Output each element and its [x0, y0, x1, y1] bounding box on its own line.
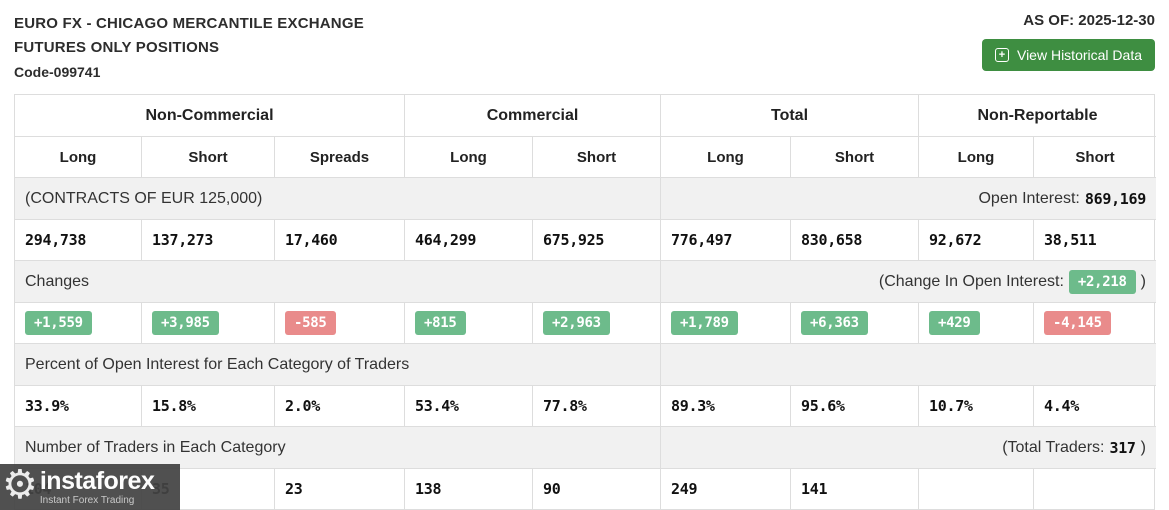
- change-cell: +1,559: [15, 302, 141, 343]
- change-badge-t-long: +1,789: [671, 311, 738, 335]
- position-nc-long: 294,738: [15, 219, 141, 260]
- col-header-t-short: Short: [790, 136, 918, 177]
- watermark-brand: instaforex: [39, 466, 155, 495]
- position-nc-spreads: 17,460: [274, 219, 404, 260]
- contracts-label: (CONTRACTS OF EUR 125,000): [15, 177, 660, 219]
- group-header-non-reportable: Non-Reportable: [918, 95, 1156, 136]
- change-badge-nc-long: +1,559: [25, 311, 92, 335]
- view-historical-data-label: View Historical Data: [1016, 47, 1142, 63]
- open-interest-value: 869,169: [1084, 189, 1146, 208]
- change-badge-nc-spreads: -585: [285, 311, 336, 335]
- traders-t-long: 249: [660, 468, 790, 509]
- col-header-c-short: Short: [532, 136, 660, 177]
- position-t-long: 776,497: [660, 219, 790, 260]
- position-c-long: 464,299: [404, 219, 532, 260]
- change-in-open-interest: (Change In Open Interest: +2,218 ): [660, 260, 1156, 302]
- traders-nc-spreads: 23: [274, 468, 404, 509]
- group-header-commercial: Commercial: [404, 95, 660, 136]
- change-cell: +6,363: [790, 302, 918, 343]
- change-badge-c-long: +815: [415, 311, 466, 335]
- percent-label-spacer: [660, 343, 1156, 385]
- total-traders-value: 317: [1109, 438, 1136, 457]
- watermark-tagline: Instant Forex Trading: [39, 494, 135, 506]
- view-historical-data-button[interactable]: + View Historical Data: [981, 39, 1155, 71]
- percent-nc-short: 15.8%: [141, 385, 274, 426]
- change-cell: -4,145: [1033, 302, 1156, 343]
- percent-c-short: 77.8%: [532, 385, 660, 426]
- change-cell: +815: [404, 302, 532, 343]
- position-nr-long: 92,672: [918, 219, 1033, 260]
- col-header-nc-long: Long: [15, 136, 141, 177]
- header-right: AS OF: 2025-12-30 + View Historical Data: [981, 12, 1155, 71]
- traders-t-short: 141: [790, 468, 918, 509]
- traders-nr-short: [1033, 468, 1156, 509]
- total-traders-suffix: ): [1140, 438, 1146, 456]
- position-c-short: 675,925: [532, 219, 660, 260]
- percent-nr-long: 10.7%: [918, 385, 1033, 426]
- change-oi-suffix: ): [1140, 272, 1146, 290]
- position-nr-short: 38,511: [1033, 219, 1156, 260]
- instaforex-watermark: ⚙ instaforex Instant Forex Trading: [0, 464, 180, 510]
- traders-label: Number of Traders in Each Category: [15, 426, 660, 468]
- percent-nr-short: 4.4%: [1033, 385, 1156, 426]
- col-header-nr-short: Short: [1033, 136, 1156, 177]
- page-header: EURO FX - CHICAGO MERCANTILE EXCHANGE FU…: [0, 0, 1169, 94]
- traders-c-short: 90: [532, 468, 660, 509]
- group-header-total: Total: [660, 95, 918, 136]
- percent-t-long: 89.3%: [660, 385, 790, 426]
- percent-c-long: 53.4%: [404, 385, 532, 426]
- open-interest-label: Open Interest:: [978, 189, 1080, 207]
- change-oi-prefix: (Change In Open Interest:: [878, 272, 1064, 290]
- change-badge-c-short: +2,963: [543, 311, 610, 335]
- group-header-non-commercial: Non-Commercial: [145, 106, 274, 124]
- change-cell: +1,789: [660, 302, 790, 343]
- change-cell: -585: [274, 302, 404, 343]
- col-header-nc-short: Short: [141, 136, 274, 177]
- change-badge-nr-long: +429: [929, 311, 980, 335]
- percent-label: Percent of Open Interest for Each Catego…: [15, 343, 660, 385]
- change-badge-nc-short: +3,985: [152, 311, 219, 335]
- report-title: EURO FX - CHICAGO MERCANTILE EXCHANGE: [14, 15, 364, 32]
- col-header-nc-spreads: Spreads: [274, 136, 404, 177]
- position-t-short: 830,658: [790, 219, 918, 260]
- total-traders: (Total Traders: 317 ): [660, 426, 1156, 468]
- instaforex-gear-logo-icon: ⚙: [2, 463, 38, 507]
- col-header-t-long: Long: [660, 136, 790, 177]
- change-badge-nr-short: -4,145: [1044, 311, 1111, 335]
- col-header-nr-long: Long: [918, 136, 1033, 177]
- change-oi-badge: +2,218: [1068, 269, 1136, 294]
- col-header-c-long: Long: [404, 136, 532, 177]
- report-code: Code-099741: [14, 64, 101, 80]
- percent-nc-long: 33.9%: [15, 385, 141, 426]
- report-title-block: EURO FX - CHICAGO MERCANTILE EXCHANGE FU…: [14, 12, 1155, 84]
- changes-label: Changes: [15, 260, 660, 302]
- percent-nc-spreads: 2.0%: [274, 385, 404, 426]
- cot-table: Non-Commercial Commercial Total Non-Repo…: [14, 94, 1156, 510]
- traders-c-long: 138: [404, 468, 532, 509]
- calendar-plus-icon: +: [994, 48, 1009, 62]
- percent-t-short: 95.6%: [790, 385, 918, 426]
- change-badge-t-short: +6,363: [801, 311, 868, 335]
- change-cell: +3,985: [141, 302, 274, 343]
- change-cell: +429: [918, 302, 1033, 343]
- traders-nr-long: [918, 468, 1033, 509]
- position-nc-short: 137,273: [141, 219, 274, 260]
- as-of-date: AS OF: 2025-12-30: [1023, 12, 1155, 29]
- open-interest: Open Interest: 869,169: [660, 177, 1156, 219]
- change-cell: +2,963: [532, 302, 660, 343]
- total-traders-prefix: (Total Traders:: [1002, 438, 1105, 456]
- report-subtitle: FUTURES ONLY POSITIONS: [14, 39, 220, 56]
